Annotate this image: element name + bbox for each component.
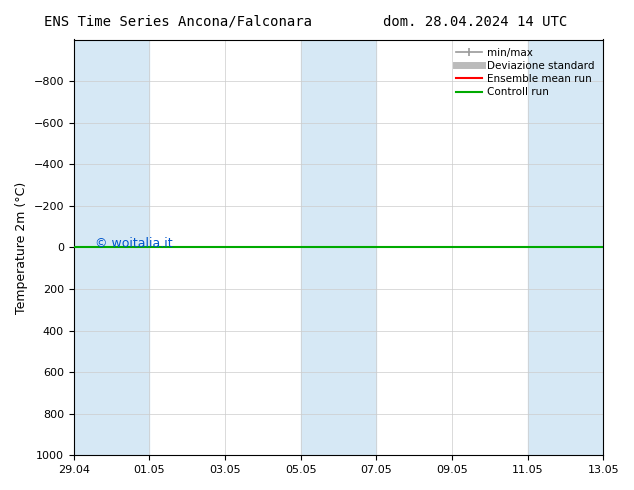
Y-axis label: Temperature 2m (°C): Temperature 2m (°C) xyxy=(15,181,28,314)
Bar xyxy=(74,40,150,455)
Bar xyxy=(301,40,377,455)
Bar xyxy=(527,40,603,455)
Legend: min/max, Deviazione standard, Ensemble mean run, Controll run: min/max, Deviazione standard, Ensemble m… xyxy=(453,45,598,100)
Text: © woitalia.it: © woitalia.it xyxy=(95,237,172,250)
Text: ENS Time Series Ancona/Falconara: ENS Time Series Ancona/Falconara xyxy=(44,15,311,29)
Text: dom. 28.04.2024 14 UTC: dom. 28.04.2024 14 UTC xyxy=(384,15,567,29)
